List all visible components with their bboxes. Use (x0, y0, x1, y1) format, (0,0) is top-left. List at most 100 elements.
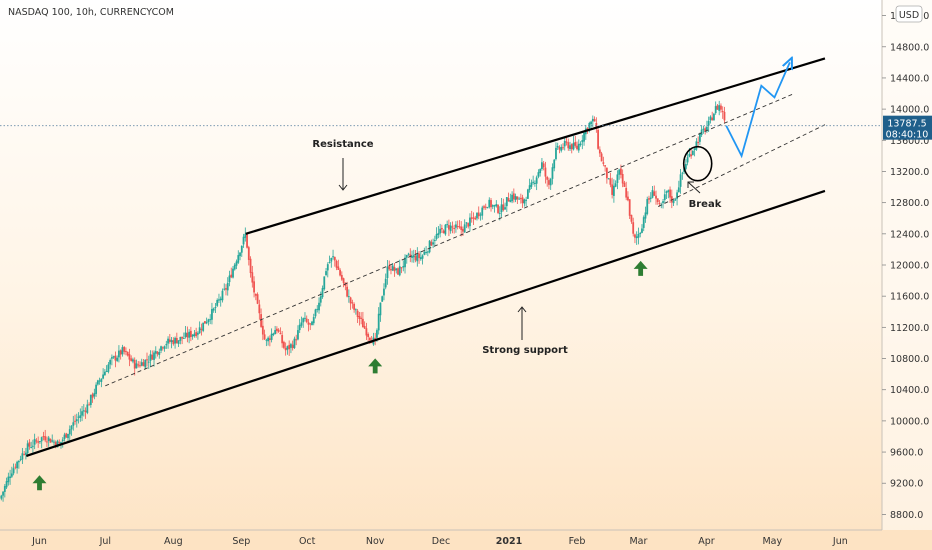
time-tick-label: Dec (432, 536, 450, 547)
price-tick-label: 10400.0 (890, 385, 929, 396)
candle-body (579, 143, 582, 146)
candle-body (467, 223, 470, 227)
candle-body (219, 298, 222, 301)
candle-body (649, 197, 652, 199)
support-arrow-icon (633, 260, 648, 276)
candle-body (493, 205, 496, 207)
candle-body (98, 380, 101, 382)
candle-body (307, 322, 310, 325)
candle-body (67, 433, 69, 439)
candle-body (637, 234, 640, 238)
candle-body (325, 271, 327, 276)
candle-body (521, 197, 524, 204)
candle-body (383, 288, 385, 296)
support-line (25, 189, 826, 457)
time-tick-label: Jul (99, 536, 111, 547)
candle-body (184, 332, 187, 337)
candle-body (319, 296, 322, 303)
candle-body (321, 288, 324, 298)
candle-body (225, 288, 227, 290)
candle-body (144, 359, 147, 368)
candle-body (246, 233, 248, 248)
candle-body (228, 275, 231, 283)
candle-body (361, 318, 364, 328)
price-tick-label: 14400.0 (890, 73, 929, 84)
candle-body (621, 173, 624, 184)
candle-body (535, 177, 538, 184)
candle-body (42, 436, 45, 438)
candle-body (168, 339, 171, 342)
candle-body (156, 351, 159, 355)
candle-body (295, 339, 298, 341)
candle-body (12, 468, 15, 474)
candle-body (686, 157, 689, 163)
candle-body (200, 328, 203, 330)
candle-body (19, 459, 22, 461)
candle-body (5, 481, 8, 488)
candle-body (165, 344, 168, 346)
candle-body (395, 268, 398, 271)
candle-body (323, 276, 326, 290)
candle-body (290, 344, 292, 348)
candle-body (455, 224, 457, 228)
candle-body (451, 226, 454, 228)
candle-body (681, 172, 684, 174)
candle-body (175, 338, 178, 344)
candle-body (446, 224, 449, 226)
candle-body (456, 225, 459, 227)
candle-body (135, 363, 138, 369)
candle-body (576, 145, 578, 150)
candle-body (507, 198, 510, 202)
candle-body (426, 251, 429, 253)
candle-body (212, 308, 215, 311)
candle-body (600, 153, 603, 162)
candle-body (110, 357, 113, 359)
currency-button[interactable]: USD (895, 5, 923, 23)
support-arrow-icon (32, 475, 47, 491)
candle-body (68, 429, 71, 435)
candle-body (265, 339, 268, 341)
time-tick-label: May (762, 536, 782, 547)
candle-body (398, 266, 401, 276)
candle-body (546, 177, 549, 180)
candle-body (14, 466, 17, 468)
candle-body (261, 325, 264, 335)
candle-body (60, 441, 62, 444)
candle-body (342, 278, 345, 283)
candle-body (72, 422, 75, 426)
candle-body (702, 128, 705, 130)
candle-body (170, 340, 173, 343)
candle-body (497, 205, 499, 213)
candle-body (75, 419, 78, 422)
candle-body (46, 441, 48, 443)
candle-body (407, 253, 410, 255)
candle-body (598, 149, 601, 154)
time-tick-label: Jun (832, 536, 848, 547)
candle-body (491, 205, 494, 207)
candle-body (30, 446, 33, 448)
candle-body (281, 335, 284, 344)
candle-body (556, 146, 559, 148)
candle-body (505, 197, 508, 207)
candle-body (367, 334, 370, 338)
candle-body (358, 315, 361, 319)
candle-body (653, 191, 656, 196)
candle-body (312, 317, 315, 324)
candle-body (84, 410, 87, 412)
candle-body (10, 473, 13, 477)
candle-body (404, 257, 406, 268)
candle-body (7, 476, 10, 483)
candle-body (425, 252, 427, 254)
candle-body (402, 266, 405, 268)
candle-body (191, 334, 194, 337)
support-label: Strong support (482, 345, 568, 356)
candle-body (704, 128, 707, 132)
break-label: Break (689, 199, 722, 210)
candle-body (374, 337, 377, 339)
candle-body (49, 438, 52, 443)
price-tick-label: 14000.0 (890, 105, 929, 116)
support-pointer-icon (517, 306, 527, 340)
candle-body (474, 217, 477, 220)
candle-body (256, 294, 259, 304)
